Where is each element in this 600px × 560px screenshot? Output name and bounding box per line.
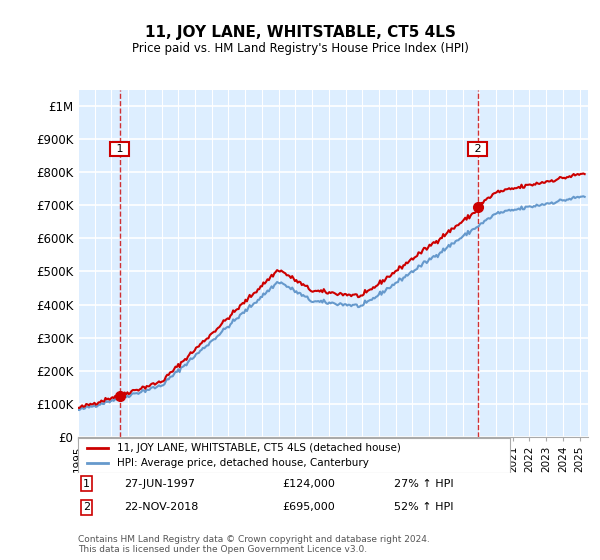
Text: 11, JOY LANE, WHITSTABLE, CT5 4LS: 11, JOY LANE, WHITSTABLE, CT5 4LS (145, 25, 455, 40)
Text: HPI: Average price, detached house, Canterbury: HPI: Average price, detached house, Cant… (117, 458, 369, 468)
Text: £124,000: £124,000 (282, 479, 335, 489)
Text: 2: 2 (83, 502, 90, 512)
Text: £695,000: £695,000 (282, 502, 335, 512)
Text: Contains HM Land Registry data © Crown copyright and database right 2024.
This d: Contains HM Land Registry data © Crown c… (78, 535, 430, 554)
Text: 27% ↑ HPI: 27% ↑ HPI (394, 479, 454, 489)
Text: 27-JUN-1997: 27-JUN-1997 (124, 479, 195, 489)
Text: 1: 1 (113, 144, 127, 154)
Text: 11, JOY LANE, WHITSTABLE, CT5 4LS (detached house): 11, JOY LANE, WHITSTABLE, CT5 4LS (detac… (117, 443, 401, 453)
Text: Price paid vs. HM Land Registry's House Price Index (HPI): Price paid vs. HM Land Registry's House … (131, 42, 469, 55)
Text: 52% ↑ HPI: 52% ↑ HPI (394, 502, 454, 512)
Text: 1: 1 (83, 479, 90, 489)
Text: 22-NOV-2018: 22-NOV-2018 (124, 502, 198, 512)
Text: 2: 2 (470, 144, 485, 154)
